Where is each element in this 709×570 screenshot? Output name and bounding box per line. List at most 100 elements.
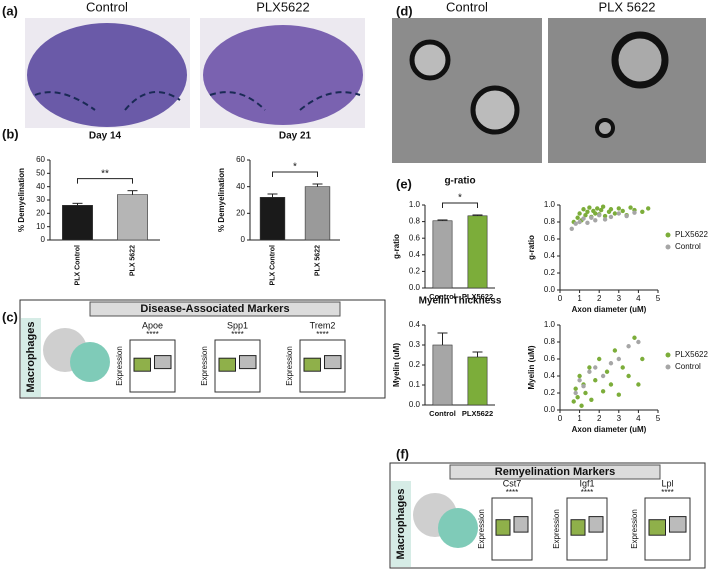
y-tick-label: 0 [41,235,46,244]
y-tick-label: 0.0 [544,405,556,414]
mini-plot-frame [644,497,691,561]
side-label: Macrophages [25,322,37,393]
y-tick-label: 0.0 [409,400,421,409]
y-tick-label: 0.0 [544,285,556,294]
scatter-point [593,218,598,223]
y-tick-label: 0.6 [544,234,556,243]
y-tick-label: 1.0 [544,200,556,209]
y-axis-label: Myelin (uM) [392,343,401,387]
box-title: Remyelination Markers [495,466,615,478]
significance-bracket [77,178,133,184]
y-tick-label: 60 [36,155,45,164]
y-axis-label: % Demyelination [17,168,26,232]
bar [467,356,488,406]
bar [259,197,286,241]
y-tick-label: 0.3 [409,340,421,349]
significance: **** [316,330,328,339]
scatter-point [624,213,629,219]
scatter-point [598,207,604,213]
scatter-point [616,392,621,397]
scatter-point [632,210,637,215]
scatter-point [612,211,618,216]
gene-label: Cst7 [503,478,522,488]
box-title: Disease-Associated Markers [140,303,289,315]
mini-box [218,357,236,372]
x-axis-label: Axon diameter (uM) [572,425,647,434]
y-tick-label: 0.2 [544,268,556,277]
scatter-point [587,369,592,374]
panel-label: (e) [396,176,412,191]
x-tick-label: PLX 5622 [314,245,321,276]
scatter-point [569,226,574,231]
significance: * [293,162,297,173]
x-tick-label: PLX Control [74,245,81,285]
x-tick-label: Control [429,292,456,301]
significance: **** [506,488,518,497]
axon [470,85,520,135]
scatter-point [583,390,588,396]
y-tick-label: 0.6 [409,233,421,242]
chart-title: Day 14 [89,131,122,142]
tissue [203,25,363,125]
axon [409,39,451,81]
significance: **** [661,488,673,497]
scatter-point [593,378,598,383]
side-strip [21,318,41,397]
scatter-point [577,378,582,383]
image-label: PLX 5622 [598,0,655,14]
scatter-point [593,365,598,370]
scatter-point [585,220,590,226]
scatter-point [587,205,592,210]
axon [611,31,669,89]
scatter-point [608,382,614,387]
mini-box [154,355,172,370]
scatter-point [602,213,608,219]
scatter-point [589,215,594,220]
y-tick-label: 0.4 [544,251,556,260]
y-tick-label: 20 [236,208,245,217]
mini-box [669,516,687,533]
y-tick-label: 0.4 [409,320,421,329]
em-images [392,18,706,163]
side-label: Macrophages [395,489,407,560]
axon [595,118,615,138]
bar [304,186,331,241]
panel-f-box [389,462,706,569]
significance: ** [101,168,109,179]
x-tick-label: 4 [636,294,641,303]
x-tick-label: PLX5622 [462,292,493,301]
scatter-point [600,389,606,394]
scatter-point [583,213,588,218]
chart-title: Day 21 [279,131,312,142]
y-axis-label: Expression [200,346,209,386]
legend-label: PLX5622 [675,230,708,239]
y-tick-label: 1.0 [409,200,421,209]
scatter-point [577,219,582,225]
scatter-point [575,395,580,400]
bar [467,215,488,289]
scatter-point [616,356,621,362]
scatter-point [612,348,618,353]
x-tick-label: 5 [656,414,661,423]
scatter-point [579,403,584,408]
legend-label: Control [675,242,701,251]
x-tick-label: 2 [597,294,602,303]
panel-c-box [19,299,386,399]
bar [117,194,148,241]
significance-bracket [442,202,478,208]
y-tick-label: 0.6 [544,354,556,363]
mini-box [570,519,586,536]
y-tick-label: 1.0 [544,320,556,329]
scatter-point [587,365,592,370]
chart-title: g-ratio [444,176,475,187]
header-bar [449,464,661,480]
mini-box [648,519,666,536]
scatter-point [595,206,600,211]
y-tick-label: 50 [36,168,45,177]
significance: **** [231,330,243,339]
scatter-point [577,211,582,216]
scatter-point [600,373,606,379]
tissue-images [25,18,365,128]
scatter-point [646,206,651,211]
scatter-point [620,208,625,214]
